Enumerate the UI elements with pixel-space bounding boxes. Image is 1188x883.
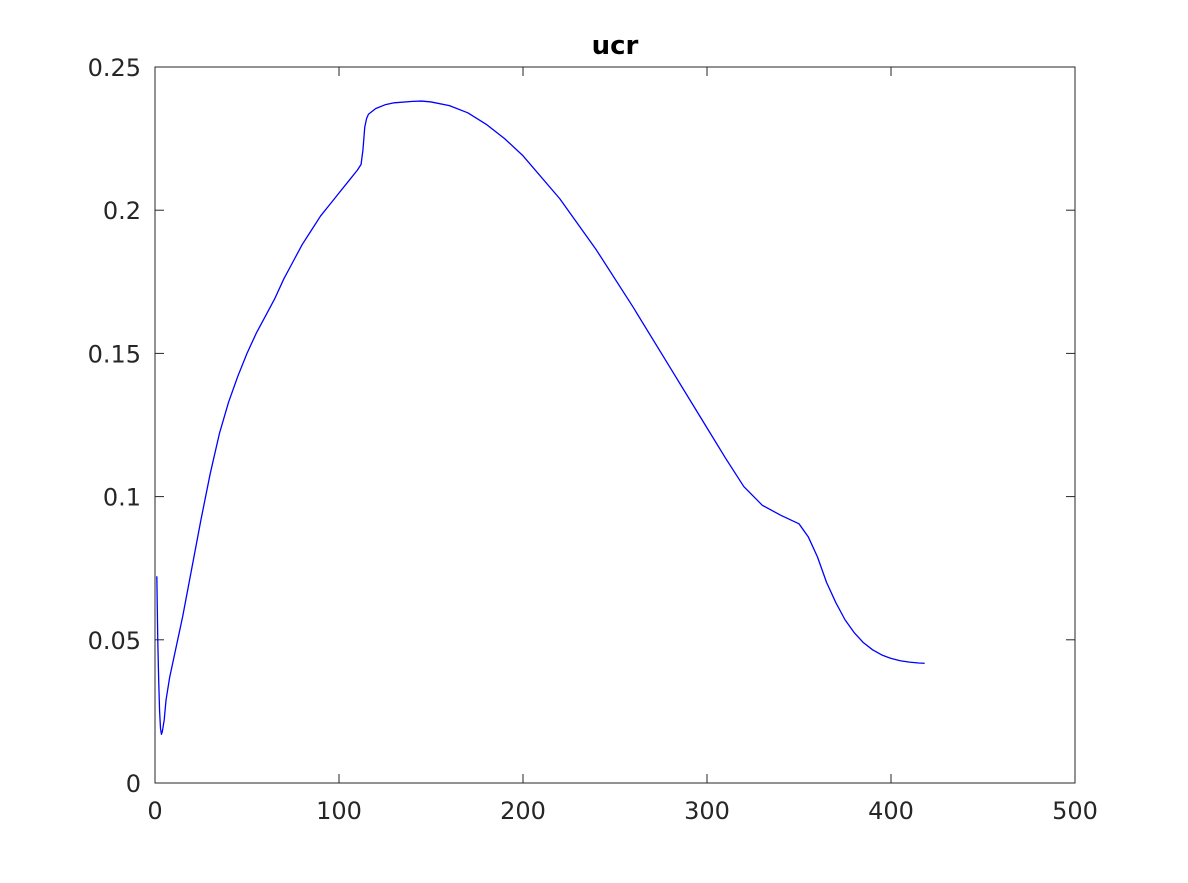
x-tick-label: 500 [1052,797,1098,825]
plot-area [155,67,1075,783]
y-tick-label: 0.05 [88,627,141,655]
y-tick-label: 0.2 [103,197,141,225]
x-tick-label: 100 [316,797,362,825]
x-tick-label: 300 [684,797,730,825]
y-tick-label: 0 [126,770,141,798]
y-tick-label: 0.25 [88,54,141,82]
chart-title: ucr [592,31,639,61]
x-tick-label: 400 [868,797,914,825]
x-tick-label: 0 [147,797,162,825]
series-line-0 [156,100,925,735]
series-layer [156,100,925,735]
y-tick-label: 0.15 [88,340,141,368]
x-axis: 0 100 200 300 400 500 [147,67,1098,825]
y-axis: 0 0.05 0.1 0.15 0.2 0.25 [88,54,1075,798]
y-tick-label: 0.1 [103,484,141,512]
plot-box [154,66,1076,784]
x-tick-label: 200 [500,797,546,825]
